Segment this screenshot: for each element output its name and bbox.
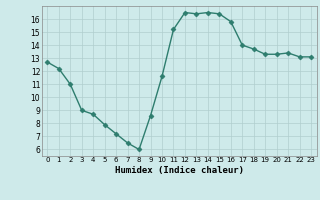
- X-axis label: Humidex (Indice chaleur): Humidex (Indice chaleur): [115, 166, 244, 175]
